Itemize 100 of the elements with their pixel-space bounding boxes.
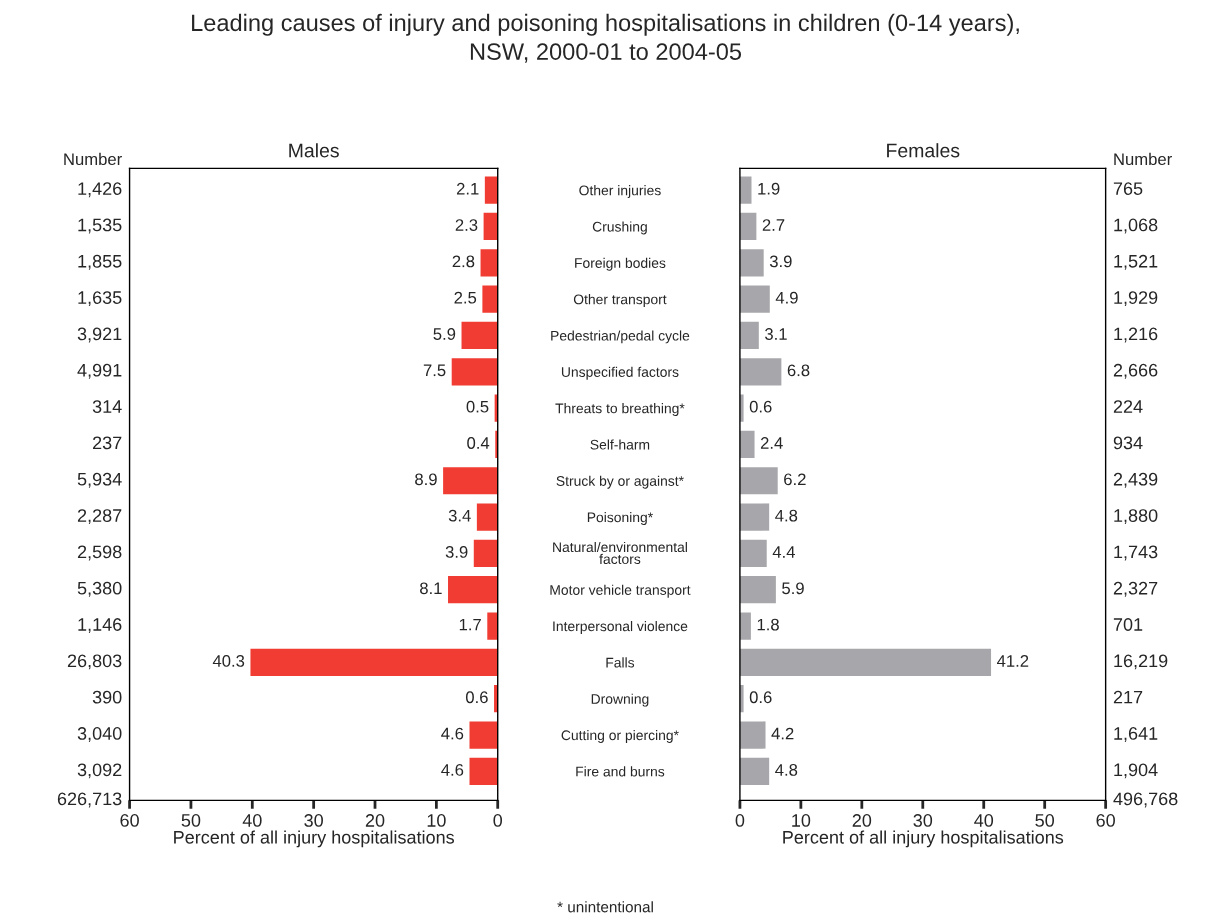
text: 1,641 <box>1114 727 1158 742</box>
text: 26,803 <box>67 654 122 670</box>
text: 3,921 <box>77 327 122 343</box>
y-tick-label: Struck by or against* <box>556 475 684 489</box>
x-axis-title: Percent of all injury hospitalisations <box>783 830 1064 848</box>
text: * unintentional <box>557 901 653 913</box>
data-label: 7.5 <box>423 364 446 377</box>
text: 217 <box>1113 690 1143 704</box>
text: 16,219 <box>1114 654 1168 670</box>
y-tick-label: Fire and burns <box>576 766 665 777</box>
text: 5,380 <box>77 581 122 597</box>
text: 314 <box>92 400 122 413</box>
text: 1,216 <box>1114 327 1158 343</box>
bar <box>487 612 498 640</box>
data-label: 5.9 <box>782 582 804 595</box>
text: 1,743 <box>1114 545 1158 561</box>
data-label: 4.6 <box>441 727 464 740</box>
data-label: 2.4 <box>760 437 783 449</box>
text: 765 <box>1113 182 1143 195</box>
data-label: 4.6 <box>441 764 464 776</box>
bar <box>480 249 498 277</box>
y-tick-label: Cutting or piercing* <box>561 729 679 743</box>
data-label: 40.3 <box>212 655 245 667</box>
data-label: 2.5 <box>454 291 477 304</box>
bar <box>739 539 767 568</box>
y-tick-label: Natural/environmental factors <box>553 541 687 565</box>
bar <box>739 249 764 277</box>
data-label: 1.9 <box>758 182 780 195</box>
data-label: 4.9 <box>775 291 798 304</box>
data-label: 3.1 <box>765 328 787 340</box>
bar <box>482 285 498 313</box>
y-tick-label: Drowning <box>591 693 649 707</box>
bar <box>484 176 498 204</box>
y-tick-label: Poisoning* <box>587 512 653 525</box>
data-label: 0.6 <box>465 691 488 704</box>
bar <box>461 321 498 350</box>
bar <box>739 648 992 676</box>
bar <box>469 721 498 749</box>
data-label: 2.8 <box>452 255 475 268</box>
data-label: 8.9 <box>415 473 437 486</box>
text: 1,146 <box>78 618 122 634</box>
bar <box>739 576 776 604</box>
text: 701 <box>1113 618 1143 631</box>
bar <box>739 176 752 204</box>
data-label: 4.2 <box>771 727 794 740</box>
data-label: 4.8 <box>775 509 798 522</box>
bar <box>739 503 770 531</box>
text: 2,327 <box>1113 581 1158 597</box>
text: 496,768 <box>1113 792 1178 808</box>
text: Number <box>64 152 122 166</box>
text: 1,535 <box>78 218 122 234</box>
data-label: 2.3 <box>455 219 478 231</box>
data-label: 2.1 <box>456 182 479 195</box>
x-tick-label: 0 <box>493 814 503 827</box>
y-tick-label: Crushing <box>592 221 647 235</box>
data-label: 4.4 <box>772 546 795 558</box>
y-tick-label: Foreign bodies <box>575 257 666 271</box>
y-tick-label: Motor vehicle transport <box>550 584 691 598</box>
text: 237 <box>93 436 122 450</box>
text: 1,635 <box>78 291 122 307</box>
data-label: 2.7 <box>762 219 785 231</box>
data-label: 6.2 <box>784 473 806 486</box>
text: 2,598 <box>77 545 122 561</box>
x-tick-label: 0 <box>735 814 745 827</box>
data-label: 3.4 <box>448 509 471 522</box>
x-tick-label: 50 <box>181 814 201 827</box>
bar <box>739 430 755 459</box>
x-tick-label: 40 <box>242 814 262 827</box>
text: 390 <box>92 690 122 704</box>
x-tick-label: 50 <box>1035 814 1055 827</box>
y-tick-label: Unspecified factors <box>561 366 679 380</box>
bar <box>443 467 498 495</box>
bar <box>451 358 498 386</box>
y-tick-label: Interpersonal violence <box>553 621 688 634</box>
data-label: 0.6 <box>749 400 772 413</box>
y-tick-label: Threats to breathing* <box>555 403 685 417</box>
text: 3,092 <box>77 763 122 779</box>
x-tick-label: 60 <box>1096 814 1115 827</box>
data-label: 41.2 <box>996 655 1029 667</box>
x-tick-label: 10 <box>427 814 446 827</box>
text: 1,521 <box>1114 254 1158 270</box>
data-label: 1.7 <box>459 618 481 631</box>
y-tick-label: Self-harm <box>590 439 650 450</box>
bar <box>476 503 498 531</box>
bar <box>739 285 770 313</box>
bar <box>739 212 757 241</box>
text: 1,929 <box>1114 291 1158 307</box>
text: 4,991 <box>77 363 122 379</box>
bar <box>250 648 498 676</box>
text: 934 <box>1113 436 1143 450</box>
chart-subtitle: Females <box>887 143 960 158</box>
text: Leading causes of injury and poisoning hospitalisations in children (0-14 years), NSW, 2000-01 to 2004-05 <box>192 13 1019 63</box>
data-label: 8.1 <box>420 582 442 595</box>
text: 1,426 <box>78 182 122 198</box>
bar <box>739 467 778 495</box>
x-tick-label: 30 <box>304 814 323 827</box>
text: 1,904 <box>1114 763 1158 779</box>
text: 3,040 <box>77 727 122 742</box>
data-label: 6.8 <box>787 364 810 377</box>
x-axis-title: Percent of all injury hospitalisations <box>174 830 455 848</box>
